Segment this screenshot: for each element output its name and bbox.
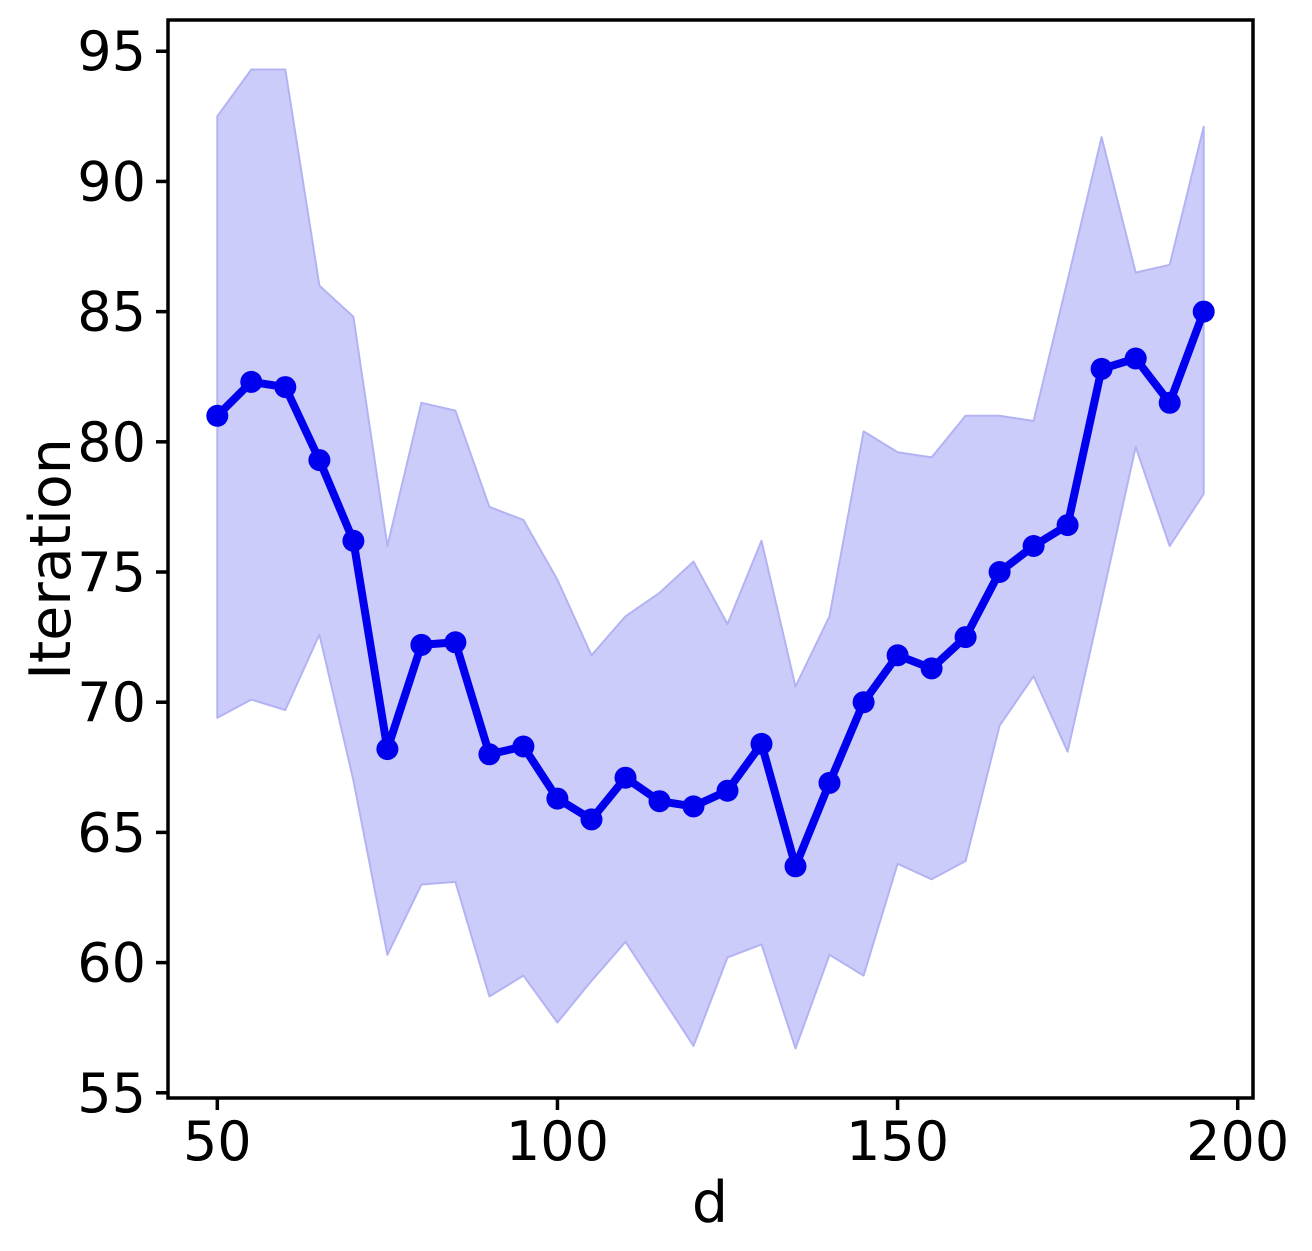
data-point-marker [444,631,467,654]
data-point-marker [1124,347,1147,370]
data-point-marker [1090,357,1113,380]
y-axis-ticks [156,49,168,1095]
data-point-marker [1158,391,1181,414]
data-point-marker [682,795,705,818]
x-axis-tick-labels: 50 100 150 200 [183,1110,1289,1173]
y-tick-label: 95 [77,20,146,83]
y-tick-label: 70 [77,671,146,734]
x-tick-label: 150 [846,1110,949,1173]
data-point-marker [716,779,739,802]
data-point-marker [648,790,671,813]
y-tick-label: 60 [77,932,146,995]
data-point-marker [478,743,501,766]
y-tick-label: 55 [77,1062,146,1125]
y-axis-label: Iteration [18,438,84,680]
x-tick-label: 100 [506,1110,609,1173]
x-axis-label: d [692,1170,728,1236]
data-point-marker [852,691,875,714]
data-point-marker [308,449,331,472]
data-point-marker [342,529,365,552]
data-point-marker [920,657,943,680]
data-point-marker [240,370,263,393]
data-point-marker [818,771,841,794]
plot-frame [166,18,1255,1100]
y-axis-tick-labels: 55 60 65 70 75 80 85 90 95 [77,20,146,1125]
y-tick-label: 80 [77,411,146,474]
data-point-marker [410,633,433,656]
data-point-marker [580,808,603,831]
data-point-marker [1022,535,1045,557]
data-point-marker [512,735,535,758]
data-point-marker [206,404,229,427]
data-point-marker [886,644,909,667]
x-tick-label: 50 [183,1110,252,1173]
data-point-marker [1192,300,1215,323]
data-point-marker [376,738,399,761]
y-tick-label: 75 [77,541,146,604]
y-tick-label: 85 [77,281,146,344]
data-point-marker [784,855,807,878]
y-tick-label: 90 [77,150,146,213]
data-point-marker [274,376,297,399]
confidence-band [216,68,1205,1050]
x-tick-label: 200 [1186,1110,1289,1173]
data-point-marker [614,766,637,789]
data-point-marker [1056,514,1079,537]
y-tick-label: 65 [77,801,146,864]
data-point-marker [954,626,977,649]
data-point-marker [988,561,1011,583]
series-markers [206,300,1215,878]
data-point-marker [750,732,773,755]
x-axis-ticks [215,1098,1240,1110]
data-point-marker [546,787,569,810]
